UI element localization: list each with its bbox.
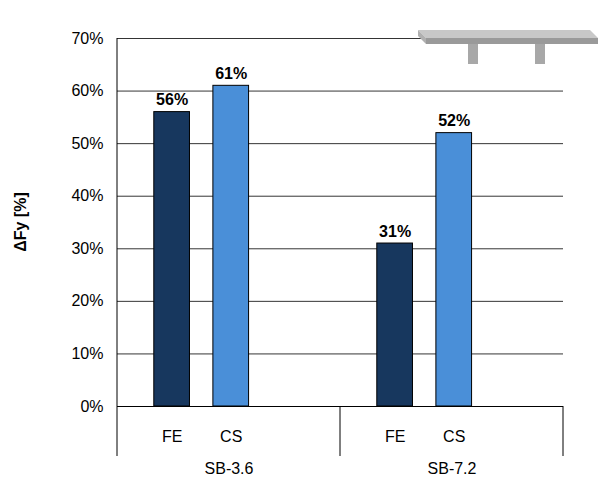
svg-text:CS: CS (443, 428, 465, 445)
svg-text:70%: 70% (71, 30, 103, 47)
svg-text:CS: CS (220, 428, 242, 445)
svg-text:0%: 0% (80, 398, 103, 415)
svg-text:30%: 30% (71, 240, 103, 257)
svg-text:20%: 20% (71, 292, 103, 309)
svg-text:31%: 31% (379, 223, 411, 240)
svg-text:10%: 10% (71, 345, 103, 362)
svg-text:61%: 61% (215, 65, 247, 82)
svg-text:40%: 40% (71, 187, 103, 204)
svg-text:FE: FE (162, 428, 182, 445)
svg-text:50%: 50% (71, 135, 103, 152)
svg-text:ΔFy [%]: ΔFy [%] (12, 192, 29, 252)
svg-text:56%: 56% (156, 91, 188, 108)
svg-text:SB-7.2: SB-7.2 (428, 460, 477, 477)
svg-text:52%: 52% (438, 112, 470, 129)
svg-text:60%: 60% (71, 82, 103, 99)
svg-text:FE: FE (385, 428, 405, 445)
svg-text:SB-3.6: SB-3.6 (205, 460, 254, 477)
